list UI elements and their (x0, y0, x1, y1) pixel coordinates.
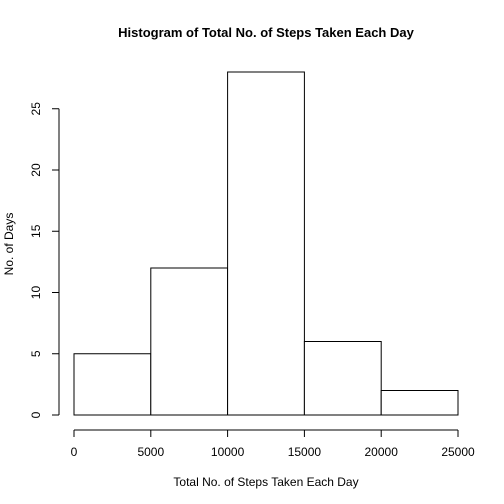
bars (73, 71, 459, 416)
bar-0 (73, 353, 152, 416)
y-axis: 0 5 10 15 20 25 (29, 102, 60, 418)
y-tick-label-3: 15 (29, 224, 43, 238)
y-tick-label-4: 20 (29, 163, 43, 177)
x-tick-label-2: 10000 (211, 445, 245, 459)
y-tick-label-0: 0 (29, 411, 43, 418)
x-tick-label-1: 5000 (137, 445, 164, 459)
x-axis: 0 5000 10000 15000 20000 25000 (71, 429, 475, 459)
x-tick-label-5: 25000 (441, 445, 475, 459)
y-tick-label-1: 5 (29, 350, 43, 357)
bar-4 (380, 390, 459, 416)
x-tick-label-3: 15000 (288, 445, 322, 459)
x-tick-label-4: 20000 (365, 445, 399, 459)
y-axis-label: No. of Days (2, 213, 16, 276)
bar-1 (150, 267, 229, 416)
bar-2 (227, 71, 305, 416)
y-tick-label-5: 25 (29, 102, 43, 116)
bar-3 (303, 341, 382, 416)
x-axis-label: Total No. of Steps Taken Each Day (173, 475, 358, 489)
chart-title: Histogram of Total No. of Steps Taken Ea… (118, 25, 414, 40)
y-tick-label-2: 10 (29, 286, 43, 300)
x-tick-label-0: 0 (71, 445, 78, 459)
